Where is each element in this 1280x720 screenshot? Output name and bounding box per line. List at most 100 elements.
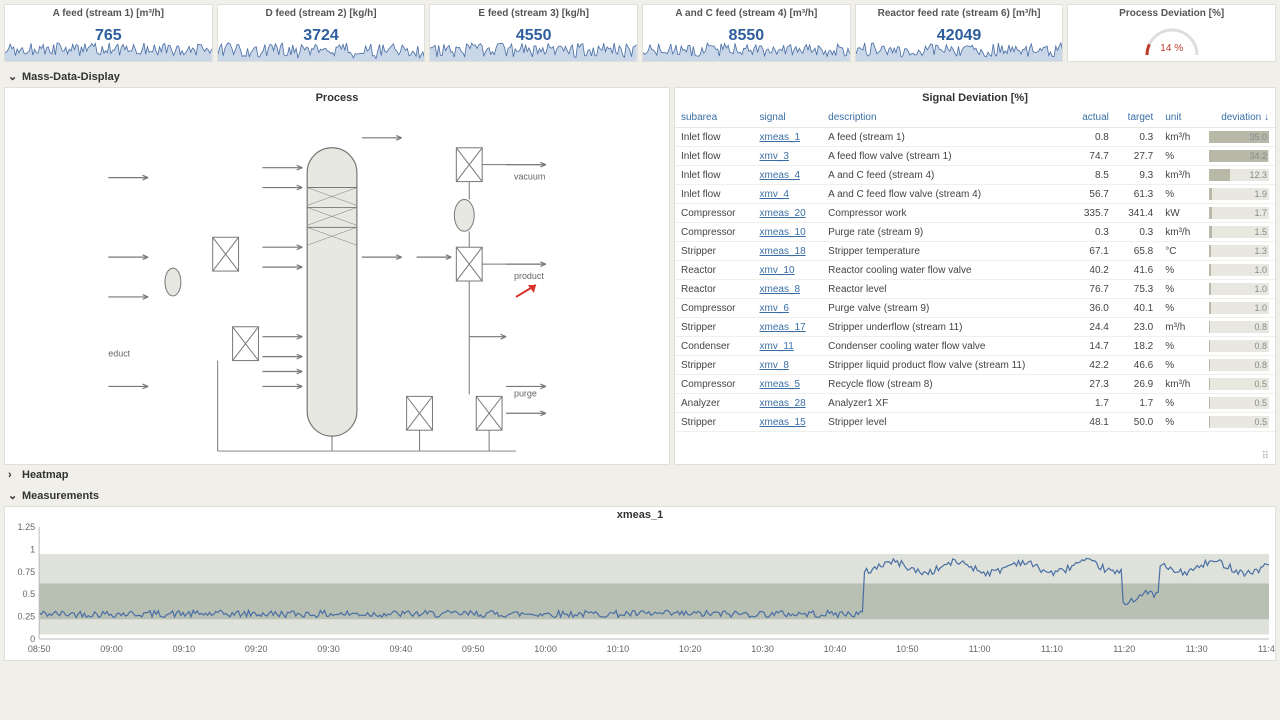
svg-text:09:50: 09:50 — [462, 644, 485, 654]
svg-text:10:30: 10:30 — [751, 644, 774, 654]
svg-text:10:40: 10:40 — [824, 644, 847, 654]
svg-text:educt: educt — [108, 349, 130, 359]
svg-text:11:10: 11:10 — [1041, 644, 1063, 654]
svg-text:10:20: 10:20 — [679, 644, 702, 654]
table-row[interactable]: Compressorxmv_6Purge valve (stream 9)36.… — [675, 299, 1275, 318]
table-row[interactable]: Inlet flowxmv_3A feed flow valve (stream… — [675, 147, 1275, 166]
svg-text:11:40: 11:40 — [1258, 644, 1275, 654]
section-label: Mass-Data-Display — [22, 71, 120, 83]
svg-text:1.25: 1.25 — [18, 523, 36, 532]
section-header-mass-data[interactable]: ⌄ Mass-Data-Display — [0, 66, 1280, 87]
chevron-right-icon: › — [8, 469, 18, 481]
sparkline-card-ac-feed[interactable]: A and C feed (stream 4) [m³/h] 8550 — [642, 4, 851, 62]
col-header-description[interactable]: description — [822, 108, 1069, 128]
section-label: Measurements — [22, 490, 99, 502]
signal-link[interactable]: xmv_6 — [760, 303, 789, 314]
spark-value: 4550 — [430, 27, 637, 45]
svg-text:1: 1 — [30, 544, 35, 554]
table-row[interactable]: Compressorxmeas_5Recycle flow (stream 8)… — [675, 375, 1275, 394]
resize-handle-icon[interactable]: ⠿ — [1262, 451, 1269, 462]
col-header-unit[interactable]: unit — [1159, 108, 1203, 128]
spark-value: 42049 — [856, 27, 1063, 45]
mass-data-row: Process vacuumproducteductpurge Signal D… — [0, 87, 1280, 465]
table-row[interactable]: Reactorxmv_10Reactor cooling water flow … — [675, 261, 1275, 280]
section-header-measurements[interactable]: ⌄ Measurements — [0, 485, 1280, 506]
table-row[interactable]: Stripperxmv_8Stripper liquid product flo… — [675, 356, 1275, 375]
svg-text:11:20: 11:20 — [1113, 644, 1135, 654]
svg-text:10:00: 10:00 — [534, 644, 557, 654]
table-row[interactable]: Analyzerxmeas_28Analyzer1 XF1.71.7%0.5 — [675, 394, 1275, 413]
signal-link[interactable]: xmeas_4 — [760, 170, 801, 181]
signal-link[interactable]: xmv_4 — [760, 189, 789, 200]
spark-title: Reactor feed rate (stream 6) [m³/h] — [856, 5, 1063, 19]
signal-link[interactable]: xmeas_17 — [760, 322, 806, 333]
col-header-deviation[interactable]: deviation ↓ — [1203, 108, 1275, 128]
svg-text:09:30: 09:30 — [317, 644, 340, 654]
signal-link[interactable]: xmv_8 — [760, 360, 789, 371]
signal-link[interactable]: xmeas_5 — [760, 379, 801, 390]
sparkline-card-e-feed[interactable]: E feed (stream 3) [kg/h] 4550 — [429, 4, 638, 62]
svg-text:purge: purge — [514, 388, 537, 398]
table-row[interactable]: Inlet flowxmv_4A and C feed flow valve (… — [675, 185, 1275, 204]
table-row[interactable]: Compressorxmeas_20Compressor work335.734… — [675, 204, 1275, 223]
svg-text:product: product — [514, 271, 544, 281]
col-header-target[interactable]: target — [1115, 108, 1159, 128]
svg-text:0: 0 — [30, 634, 35, 644]
spark-title: E feed (stream 3) [kg/h] — [430, 5, 637, 19]
gauge-wrap: 14 % — [1068, 19, 1275, 54]
table-row[interactable]: Inlet flowxmeas_1A feed (stream 1)0.80.3… — [675, 128, 1275, 147]
svg-text:09:00: 09:00 — [100, 644, 123, 654]
signal-link[interactable]: xmeas_10 — [760, 227, 806, 238]
svg-text:09:10: 09:10 — [173, 644, 196, 654]
gauge-value-label: 14 % — [1068, 43, 1275, 54]
signal-link[interactable]: xmv_10 — [760, 265, 795, 276]
section-label: Heatmap — [22, 469, 68, 481]
col-header-subarea[interactable]: subarea — [675, 108, 754, 128]
table-row[interactable]: Stripperxmeas_15Stripper level48.150.0%0… — [675, 413, 1275, 432]
signal-link[interactable]: xmeas_15 — [760, 417, 806, 428]
deviation-table-title: Signal Deviation [%] — [675, 88, 1275, 108]
spark-value: 765 — [5, 27, 212, 45]
col-header-actual[interactable]: actual — [1069, 108, 1115, 128]
spark-title: A feed (stream 1) [m³/h] — [5, 5, 212, 19]
signal-link[interactable]: xmeas_8 — [760, 284, 801, 295]
chevron-down-icon: ⌄ — [8, 70, 18, 83]
table-row[interactable]: Inlet flowxmeas_4A and C feed (stream 4)… — [675, 166, 1275, 185]
section-header-heatmap[interactable]: › Heatmap — [0, 465, 1280, 485]
spark-value: 8550 — [643, 27, 850, 45]
signal-link[interactable]: xmeas_1 — [760, 132, 801, 143]
svg-text:11:00: 11:00 — [969, 644, 991, 654]
spark-title: D feed (stream 2) [kg/h] — [218, 5, 425, 19]
col-header-signal[interactable]: signal — [754, 108, 823, 128]
table-row[interactable]: Condenserxmv_11Condenser cooling water f… — [675, 337, 1275, 356]
svg-text:0.5: 0.5 — [23, 589, 36, 599]
measurements-panel: xmeas_1 00.250.50.7511.2508:5009:0009:10… — [4, 506, 1276, 661]
signal-link[interactable]: xmv_3 — [760, 151, 789, 162]
table-row[interactable]: Stripperxmeas_17Stripper underflow (stre… — [675, 318, 1275, 337]
signal-link[interactable]: xmeas_28 — [760, 398, 806, 409]
gauge-title: Process Deviation [%] — [1068, 5, 1275, 19]
svg-text:0.75: 0.75 — [18, 567, 36, 577]
table-row[interactable]: Stripperxmeas_18Stripper temperature67.1… — [675, 242, 1275, 261]
deviation-table-panel: Signal Deviation [%] subareasignaldescri… — [674, 87, 1276, 465]
table-row[interactable]: Compressorxmeas_10Purge rate (stream 9)0… — [675, 223, 1275, 242]
deviation-gauge-card[interactable]: Process Deviation [%] 14 % — [1067, 4, 1276, 62]
table-row[interactable]: Reactorxmeas_8Reactor level76.775.3%1.0 — [675, 280, 1275, 299]
sparkline-card-a-feed[interactable]: A feed (stream 1) [m³/h] 765 — [4, 4, 213, 62]
svg-text:10:10: 10:10 — [607, 644, 630, 654]
top-sparkline-row: A feed (stream 1) [m³/h] 765 D feed (strea… — [0, 0, 1280, 66]
process-diagram: vacuum product educt purge — [5, 108, 669, 462]
svg-text:09:20: 09:20 — [245, 644, 268, 654]
spark-title: A and C feed (stream 4) [m³/h] — [643, 5, 850, 19]
sparkline-card-d-feed[interactable]: D feed (stream 2) [kg/h]3724 — [217, 4, 426, 62]
measurements-chart[interactable]: 00.250.50.7511.2508:5009:0009:1009:2009:… — [5, 523, 1275, 655]
signal-link[interactable]: xmeas_18 — [760, 246, 806, 257]
signal-link[interactable]: xmeas_20 — [760, 208, 806, 219]
signal-link[interactable]: xmv_11 — [760, 341, 794, 352]
svg-text:08:50: 08:50 — [28, 644, 51, 654]
svg-text:09:40: 09:40 — [390, 644, 413, 654]
deviation-table: subareasignaldescriptionactualtargetunit… — [675, 108, 1275, 432]
sparkline-card-reactor-rate[interactable]: Reactor feed rate (stream 6) [m³/h] 42049 — [855, 4, 1064, 62]
chevron-down-icon: ⌄ — [8, 489, 18, 502]
svg-text:vacuum: vacuum — [514, 172, 545, 182]
